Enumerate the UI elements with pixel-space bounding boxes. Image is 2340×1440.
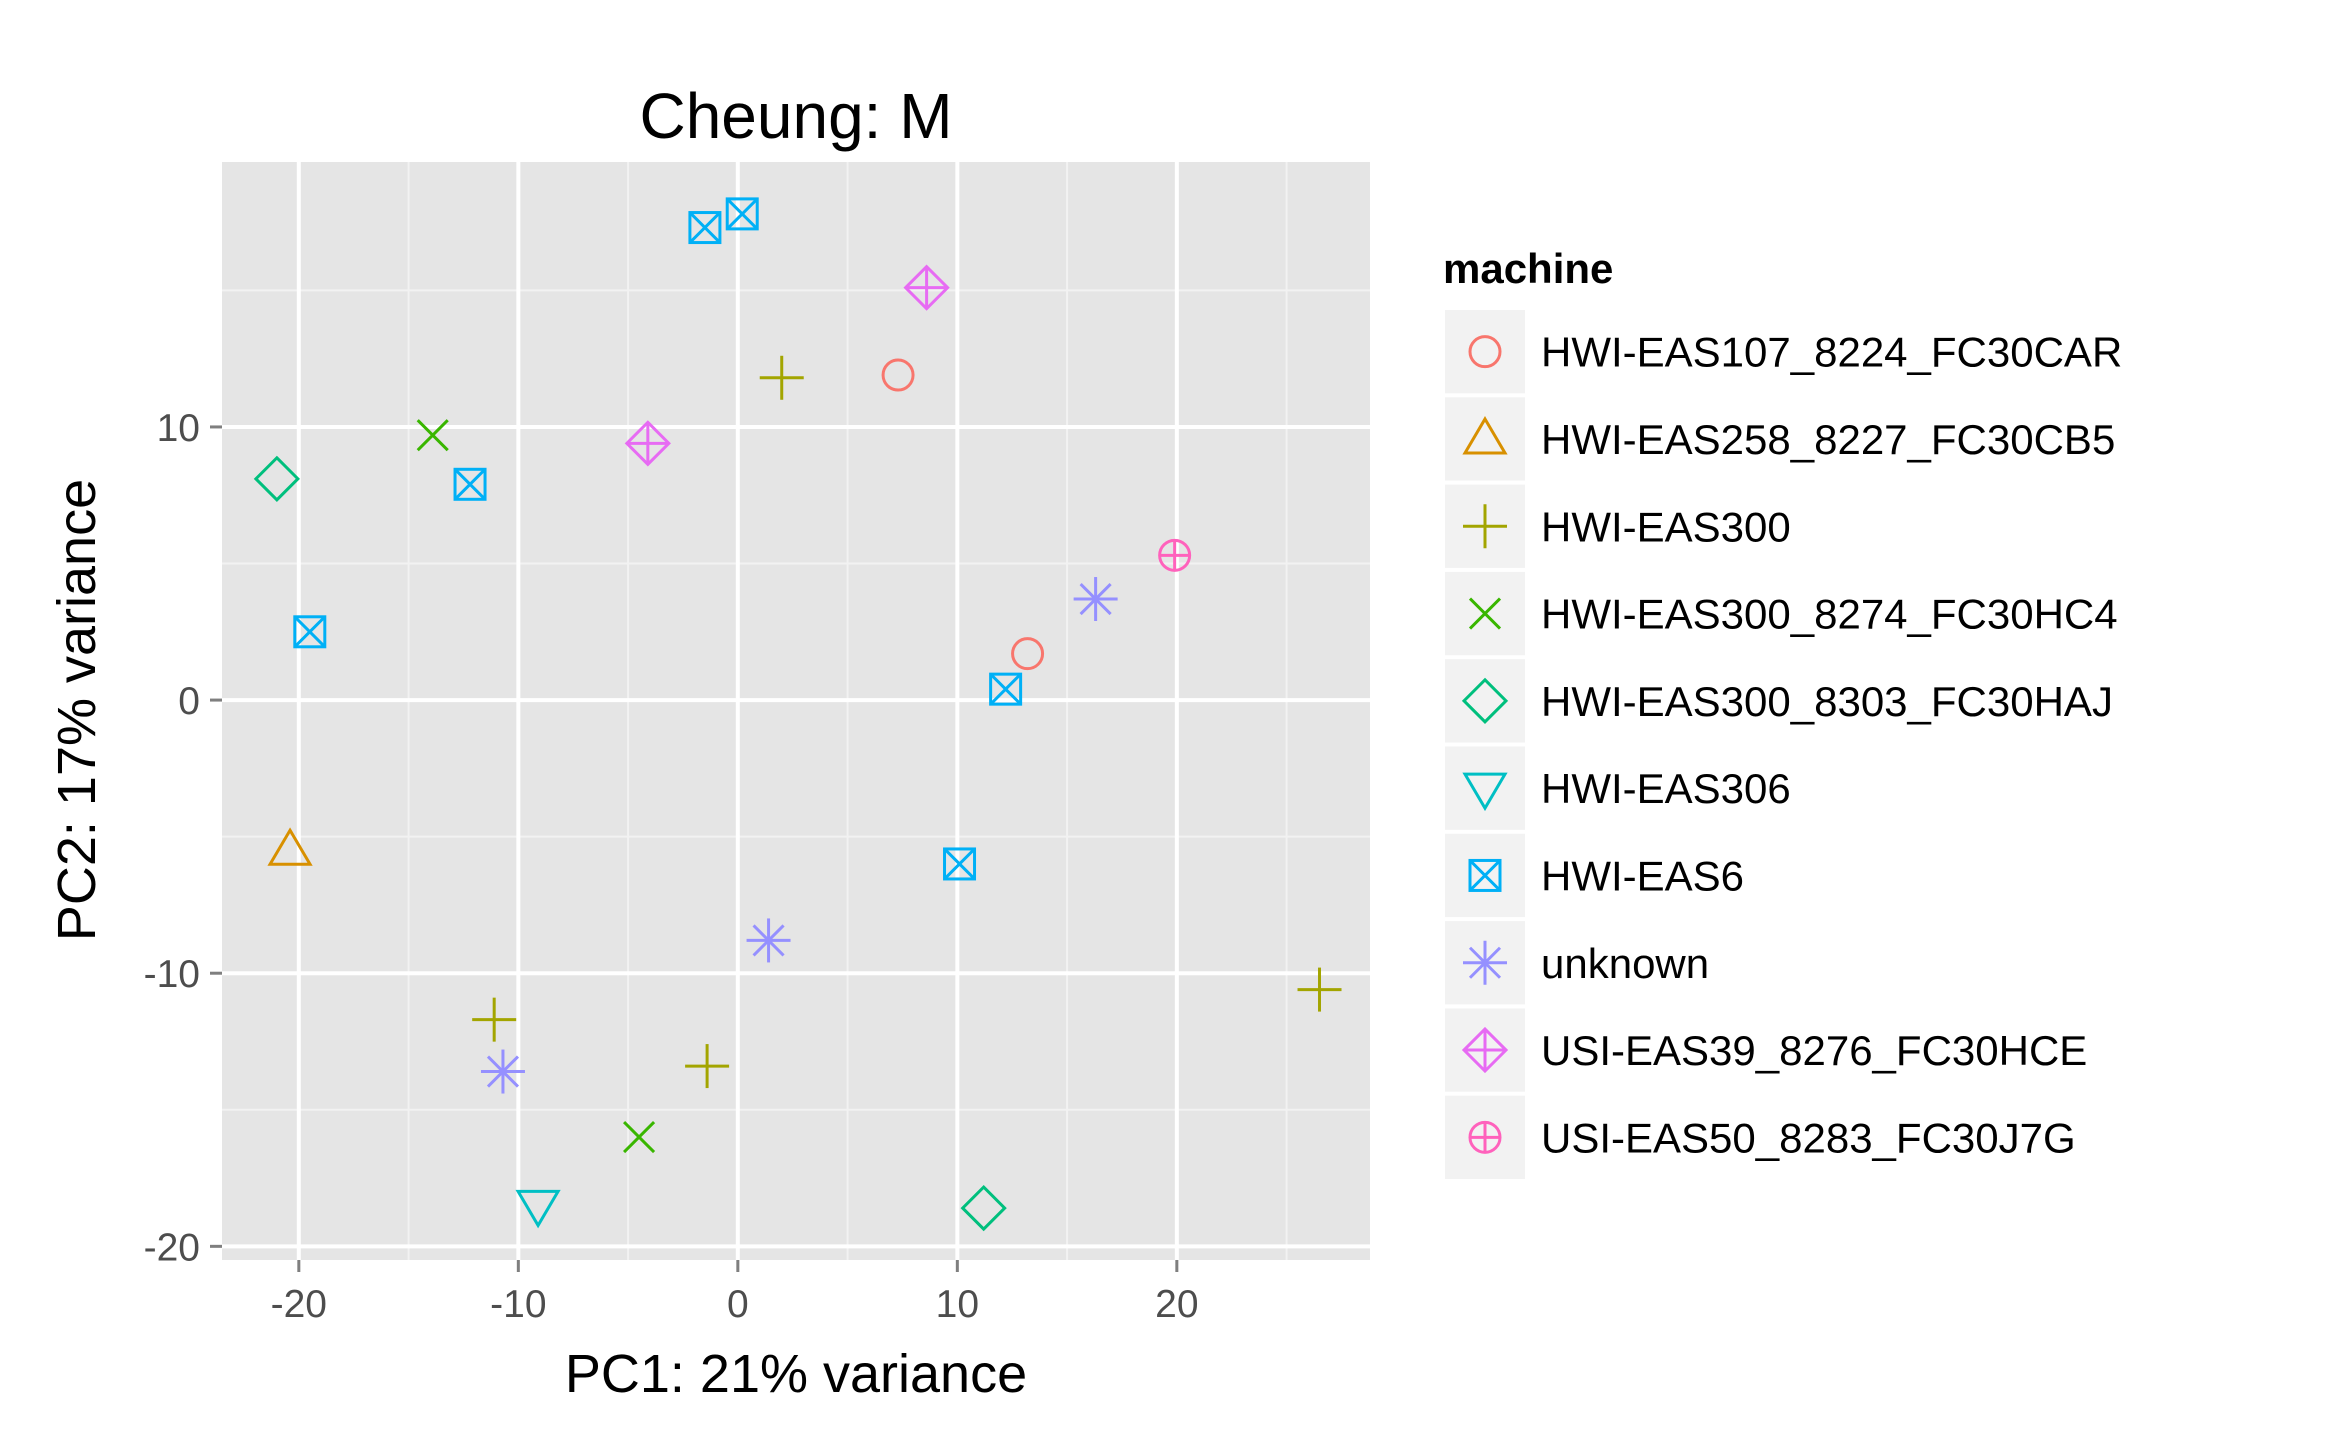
data-point-plus (1297, 967, 1342, 1012)
data-point-circle-plus (1158, 538, 1192, 572)
legend-label: HWI-EAS258_8227_FC30CB5 (1541, 416, 2115, 463)
data-point-diamond (253, 455, 300, 502)
legend-key-circle (1468, 335, 1502, 369)
legend-item: USI-EAS39_8276_FC30HCE (1445, 1008, 2087, 1092)
data-point-asterisk (746, 918, 791, 963)
x-axis-title: PC1: 21% variance (565, 1344, 1027, 1404)
plot-panel (222, 162, 1370, 1260)
x-tick-label: 20 (1155, 1283, 1198, 1326)
data-point-circle (881, 358, 915, 392)
legend-label: USI-EAS50_8283_FC30J7G (1541, 1114, 2076, 1161)
data-point-plus (759, 355, 804, 400)
data-point-square-cross (453, 467, 487, 501)
x-tick-label: 10 (936, 1283, 979, 1326)
legend-item: HWI-EAS300_8274_FC30HC4 (1445, 571, 2118, 656)
legend-item: HWI-EAS258_8227_FC30CB5 (1445, 397, 2115, 481)
y-tick-label: -20 (144, 1226, 200, 1269)
legend-key-triangle-up (1462, 415, 1508, 455)
data-point-triangle-up (267, 827, 313, 866)
data-point-plus (472, 997, 517, 1042)
x-tick-label: 0 (727, 1283, 749, 1326)
data-point-cross (622, 1121, 656, 1154)
data-point-plus (685, 1044, 730, 1089)
data-point-diamond (960, 1184, 1007, 1232)
legend-key-triangle-down (1462, 772, 1508, 812)
legend-item: HWI-EAS306 (1445, 746, 1791, 830)
legend-label: HWI-EAS107_8224_FC30CAR (1541, 329, 2122, 376)
chart-title: Cheung: M (639, 80, 952, 152)
legend-item: HWI-EAS107_8224_FC30CAR (1445, 310, 2122, 394)
data-point-square-cross (293, 615, 327, 649)
legend-key-background (1445, 746, 1525, 830)
legend-item: unknown (1445, 921, 1709, 1005)
legend-item: HWI-EAS6 (1445, 833, 1744, 918)
legend-item: USI-EAS50_8283_FC30J7G (1445, 1095, 2076, 1179)
x-tick-label: -10 (490, 1283, 546, 1326)
panel-background (222, 162, 1370, 1260)
legend-key-diamond-plus (1461, 1026, 1509, 1074)
legend-key-background (1445, 659, 1525, 743)
legend-label: HWI-EAS6 (1541, 852, 1744, 899)
data-point-square-cross (943, 847, 977, 881)
data-points (253, 197, 1342, 1232)
legend-label: HWI-EAS300_8274_FC30HC4 (1541, 591, 2118, 638)
legend-key-diamond (1461, 677, 1509, 724)
data-point-triangle-down (515, 1189, 561, 1229)
data-point-diamond-plus (624, 420, 671, 467)
legend-items: HWI-EAS107_8224_FC30CAR HWI-EAS258_8227_F… (1445, 310, 2122, 1179)
legend-label: HWI-EAS300 (1541, 503, 1791, 550)
legend-title: machine (1443, 245, 1613, 292)
data-point-asterisk (480, 1049, 525, 1094)
y-tick-label: 0 (178, 680, 200, 723)
data-point-diamond-plus (903, 264, 950, 311)
legend-key-background (1445, 310, 1525, 394)
data-point-circle (1011, 637, 1045, 671)
legend-label: HWI-EAS300_8303_FC30HAJ (1541, 678, 2113, 725)
legend-key-circle-plus (1468, 1120, 1502, 1154)
legend-key-asterisk (1463, 940, 1507, 985)
data-point-square-cross (688, 211, 722, 245)
y-tick-label: 10 (157, 407, 200, 450)
legend-key-background (1445, 397, 1525, 481)
y-tick-label: -10 (144, 953, 200, 996)
legend-key-plus (1463, 504, 1507, 549)
data-point-asterisk (1073, 577, 1118, 622)
legend-label: HWI-EAS306 (1541, 765, 1791, 812)
legend-item: HWI-EAS300_8303_FC30HAJ (1445, 659, 2113, 743)
data-point-cross (416, 419, 449, 452)
x-tick-label: -20 (271, 1283, 327, 1326)
y-axis-ticks: -20 -10 0 10 (144, 407, 222, 1269)
y-axis-title: PC2: 17% variance (47, 479, 107, 941)
data-point-square-cross (989, 672, 1023, 706)
legend: machine HWI-EAS107_8224_FC30CAR HWI-EAS25… (1443, 245, 2122, 1179)
data-point-square-cross (725, 197, 759, 231)
legend-label: unknown (1541, 940, 1709, 987)
legend-label: USI-EAS39_8276_FC30HCE (1541, 1027, 2087, 1074)
legend-key-cross (1468, 597, 1502, 630)
x-axis-ticks: -20 -10 0 10 20 (271, 1260, 1199, 1326)
legend-item: HWI-EAS300 (1445, 484, 1791, 568)
legend-key-square-cross (1468, 858, 1502, 892)
